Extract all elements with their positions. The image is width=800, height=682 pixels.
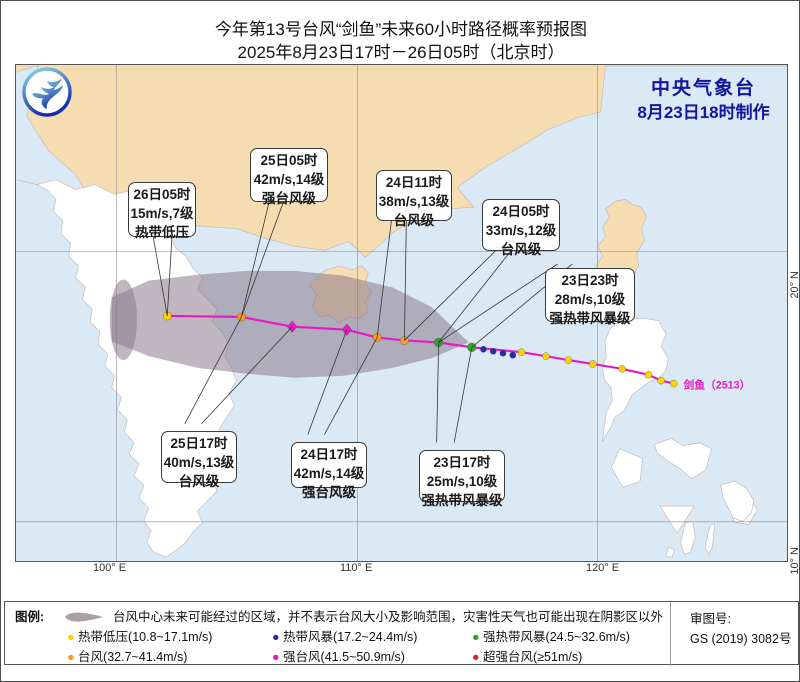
svg-text:剑鱼（2513）: 剑鱼（2513） [683, 378, 751, 391]
